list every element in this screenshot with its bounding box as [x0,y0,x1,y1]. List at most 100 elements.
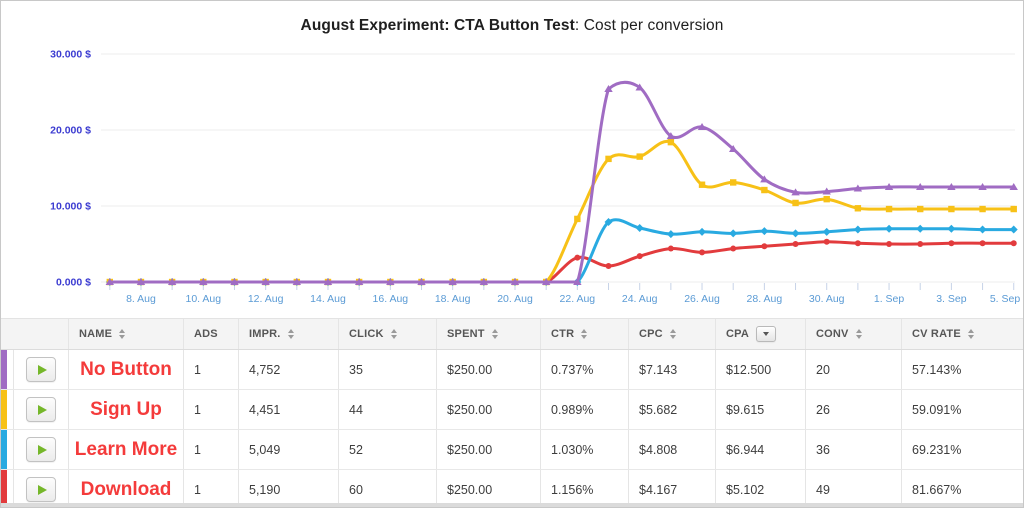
column-label-ctr: CTR [551,328,575,340]
cell-conv: 36 [805,430,901,469]
y-axis-labels: 0.000 $ 10.000 $ 20.000 $ 30.000 $ [50,49,91,289]
header-play-column [13,319,68,349]
cell-cvrate: 81.667% [901,470,1023,507]
cell-cpa: $5.102 [715,470,805,507]
cell-impr: 5,049 [238,430,338,469]
column-header-name[interactable]: NAME [68,319,183,349]
cell-cpc: $4.808 [628,430,715,469]
svg-text:26. Aug: 26. Aug [684,293,720,305]
table-body: No Button 1 4,752 35 $250.00 0.737% $7.143 $12.… [1,350,1023,507]
series-color-cell [1,430,13,469]
column-label-ads: ADS [194,328,218,340]
play-cell [13,430,68,469]
cell-impr: 5,190 [238,470,338,507]
svg-text:3. Sep: 3. Sep [936,293,967,305]
sort-desc-icon[interactable] [756,326,777,342]
play-button[interactable] [26,437,56,462]
play-icon [37,404,47,415]
play-icon [37,444,47,455]
cell-ctr: 0.989% [540,390,628,429]
ad-variation-name[interactable]: Download [68,470,183,507]
series-download [106,238,1017,285]
series-color-cell [1,390,13,429]
cell-ctr: 1.030% [540,430,628,469]
ad-variation-name[interactable]: No Button [68,350,183,389]
svg-text:16. Aug: 16. Aug [373,293,409,305]
column-label-spent: SPENT [447,328,485,340]
cell-ads: 1 [183,430,238,469]
svg-text:14. Aug: 14. Aug [310,293,346,305]
cell-cvrate: 69.231% [901,430,1023,469]
cell-impr: 4,752 [238,350,338,389]
cell-ctr: 1.156% [540,470,628,507]
sort-up-down-icon[interactable] [287,329,294,339]
cell-click: 60 [338,470,436,507]
ad-variation-name[interactable]: Learn More [68,430,183,469]
cost-per-conversion-line-chart[interactable]: 0.000 $ 10.000 $ 20.000 $ 30.000 $ 8. Aug 10.… [1,1,1024,318]
cell-cpc: $4.167 [628,470,715,507]
column-label-impr: IMPR. [249,328,281,340]
sort-up-down-icon[interactable] [390,329,397,339]
svg-text:18. Aug: 18. Aug [435,293,471,305]
column-header-cpc[interactable]: CPC [628,319,715,349]
cell-ads: 1 [183,470,238,507]
column-header-click[interactable]: CLICK [338,319,436,349]
column-header-ctr[interactable]: CTR [540,319,628,349]
cell-spent: $250.00 [436,390,540,429]
play-cell [13,470,68,507]
cell-cvrate: 59.091% [901,390,1023,429]
svg-text:22. Aug: 22. Aug [560,293,596,305]
ad-variation-name[interactable]: Sign Up [68,390,183,429]
series-color-stripe [1,430,7,469]
svg-text:12. Aug: 12. Aug [248,293,284,305]
play-button[interactable] [26,397,56,422]
cell-conv: 49 [805,470,901,507]
table-header-row: NAME ADS IMPR. CLICK SPENT CTR CPC CPA CONV CV RA… [1,319,1023,350]
sort-up-down-icon[interactable] [855,329,862,339]
column-header-conv[interactable]: CONV [805,319,901,349]
chart-section: August Experiment: CTA Button Test: Cost… [1,1,1023,318]
column-header-cpa[interactable]: CPA [715,319,805,349]
series-no-button [105,80,1018,285]
svg-text:10. Aug: 10. Aug [185,293,221,305]
svg-text:28. Aug: 28. Aug [747,293,783,305]
cell-cvrate: 57.143% [901,350,1023,389]
svg-text:30. Aug: 30. Aug [809,293,845,305]
column-label-cpc: CPC [639,328,663,340]
play-button[interactable] [26,477,56,502]
sort-up-down-icon[interactable] [967,329,974,339]
table-row-no-button: No Button 1 4,752 35 $250.00 0.737% $7.143 $12.… [1,350,1023,390]
column-header-cvrate[interactable]: CV RATE [901,319,1023,349]
window-bottom-edge [1,503,1023,507]
sort-up-down-icon[interactable] [581,329,588,339]
cell-ctr: 0.737% [540,350,628,389]
cell-spent: $250.00 [436,430,540,469]
chart-title: August Experiment: CTA Button Test: Cost… [1,17,1023,35]
series-color-stripe [1,350,7,389]
cell-click: 44 [338,390,436,429]
svg-text:24. Aug: 24. Aug [622,293,658,305]
series-color-stripe [1,470,7,507]
svg-text:1. Sep: 1. Sep [874,293,905,305]
column-header-ads[interactable]: ADS [183,319,238,349]
table-row-sign-up: Sign Up 1 4,451 44 $250.00 0.989% $5.682 $9.615… [1,390,1023,430]
play-icon [37,364,47,375]
cell-cpa: $6.944 [715,430,805,469]
column-header-spent[interactable]: SPENT [436,319,540,349]
column-header-impr[interactable]: IMPR. [238,319,338,349]
svg-text:8. Aug: 8. Aug [126,293,156,305]
series-color-cell [1,350,13,389]
sort-up-down-icon[interactable] [491,329,498,339]
series-color-stripe [1,390,7,429]
x-axis: 8. Aug 10. Aug 12. Aug 14. Aug 16. Aug 18. Au… [109,283,1020,305]
svg-text:10.000 $: 10.000 $ [50,201,91,213]
cell-cpa: $9.615 [715,390,805,429]
column-label-name: NAME [79,328,113,340]
sort-up-down-icon[interactable] [669,329,676,339]
header-color-column [1,319,13,349]
play-button[interactable] [26,357,56,382]
table-row-download: Download 1 5,190 60 $250.00 1.156% $4.167 $5.10… [1,470,1023,507]
svg-text:0.000 $: 0.000 $ [56,277,91,289]
cell-impr: 4,451 [238,390,338,429]
sort-up-down-icon[interactable] [119,329,126,339]
